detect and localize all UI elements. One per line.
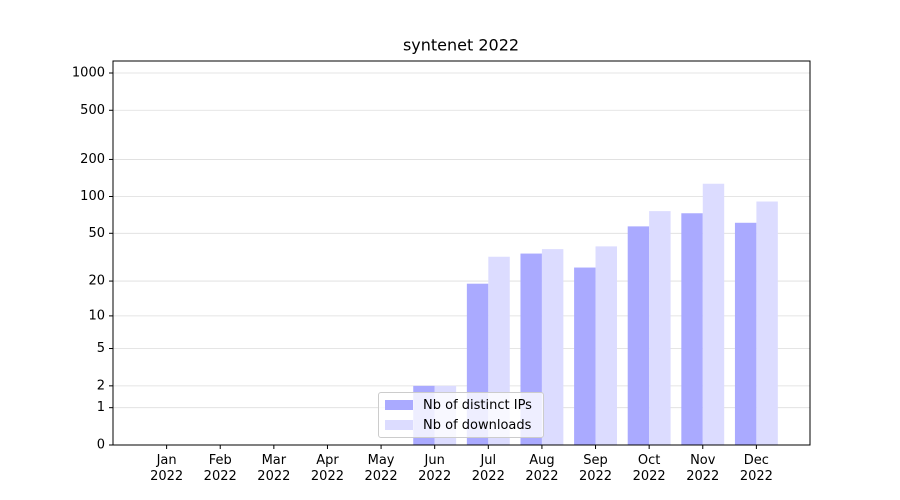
bar <box>756 201 778 445</box>
bar <box>541 249 564 445</box>
y-tick-label: 50 <box>88 226 105 241</box>
y-tick-label: 10 <box>88 308 105 323</box>
y-tick-label: 1000 <box>72 66 105 81</box>
bar <box>681 213 703 445</box>
x-tick-label: Oct 2022 <box>632 453 666 484</box>
legend-swatch <box>385 400 413 410</box>
legend-label: Nb of downloads <box>423 417 532 433</box>
bar <box>734 222 757 445</box>
legend: Nb of distinct IPs Nb of downloads <box>378 392 544 438</box>
y-tick-label: 200 <box>80 152 105 167</box>
chart-title: syntenet 2022 <box>403 36 519 55</box>
x-tick-label: Jul 2022 <box>471 453 505 484</box>
bar <box>595 246 617 445</box>
legend-item: Nb of distinct IPs <box>385 397 532 413</box>
legend-item: Nb of downloads <box>385 417 531 433</box>
y-tick-label: 5 <box>97 341 105 356</box>
legend-label: Nb of distinct IPs <box>423 397 532 413</box>
x-tick-label: Dec 2022 <box>739 453 773 484</box>
x-tick-label: Nov 2022 <box>686 453 720 484</box>
plot-frame <box>112 60 811 446</box>
legend-swatch <box>385 420 413 430</box>
x-tick-label: Feb 2022 <box>203 453 237 484</box>
bar <box>627 226 650 445</box>
x-tick-label: Mar 2022 <box>257 453 291 484</box>
x-tick-label: Apr 2022 <box>310 453 344 484</box>
bar <box>649 211 671 445</box>
y-tick-label: 500 <box>80 103 105 118</box>
x-tick-label: Jan 2022 <box>150 453 184 484</box>
x-tick-label: Jun 2022 <box>418 453 452 484</box>
y-tick-label: 20 <box>88 274 105 289</box>
y-tick-label: 100 <box>80 189 105 204</box>
x-tick-label: Sep 2022 <box>578 453 613 484</box>
y-tick-label: 0 <box>97 438 105 453</box>
bar <box>574 267 596 445</box>
bar <box>702 183 725 446</box>
y-tick-label: 2 <box>97 378 105 393</box>
x-tick-label: Aug 2022 <box>525 453 559 484</box>
x-tick-label: May 2022 <box>364 453 398 484</box>
y-tick-label: 1 <box>97 400 105 415</box>
